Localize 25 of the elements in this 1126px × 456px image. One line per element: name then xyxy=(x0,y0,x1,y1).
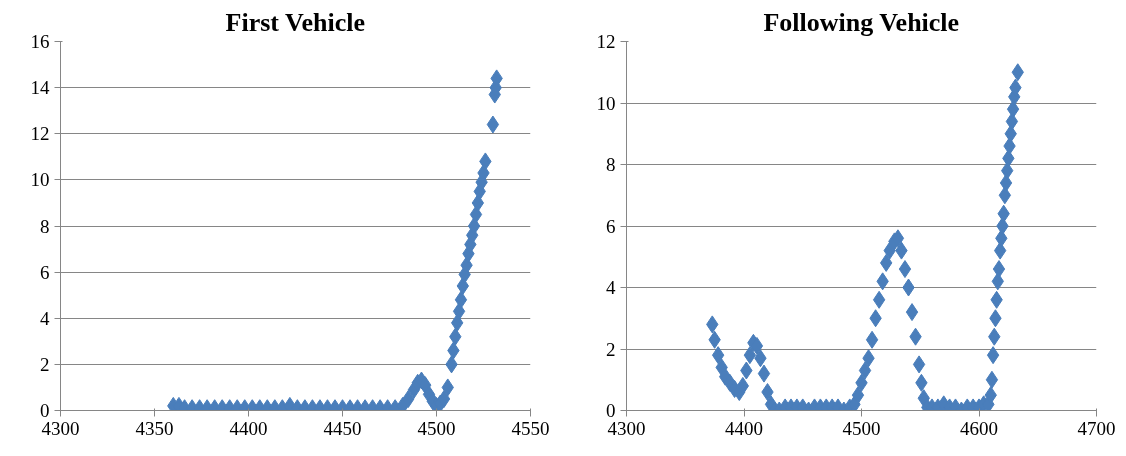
x-tick-label: 4400 xyxy=(229,417,268,439)
chart-title: Following Vehicle xyxy=(763,7,960,37)
x-tick-label: 4700 xyxy=(1077,417,1116,439)
chart-title: First Vehicle xyxy=(225,7,365,37)
y-tick-label: 14 xyxy=(30,77,50,99)
y-tick-label: 2 xyxy=(40,353,50,375)
y-tick-label: 4 xyxy=(40,307,50,329)
x-tick-label: 4400 xyxy=(725,417,763,439)
y-tick-label: 6 xyxy=(606,215,616,237)
y-tick-label: 8 xyxy=(606,154,616,175)
y-tick-label: 12 xyxy=(30,123,50,145)
x-tick-label: 4550 xyxy=(511,417,550,439)
y-tick-label: 16 xyxy=(30,31,50,52)
x-tick-label: 4500 xyxy=(417,417,456,439)
y-tick-label: 10 xyxy=(30,169,50,191)
y-tick-label: 10 xyxy=(596,92,616,114)
x-tick-label: 4500 xyxy=(842,417,881,439)
y-tick-label: 4 xyxy=(606,277,616,298)
x-tick-label: 4450 xyxy=(323,417,362,439)
y-tick-label: 2 xyxy=(606,338,616,360)
x-tick-label: 4600 xyxy=(960,417,998,439)
y-tick-label: 6 xyxy=(40,261,50,283)
y-tick-label: 12 xyxy=(596,31,616,52)
y-tick-label: 8 xyxy=(40,215,50,237)
x-tick-label: 4350 xyxy=(135,417,174,439)
